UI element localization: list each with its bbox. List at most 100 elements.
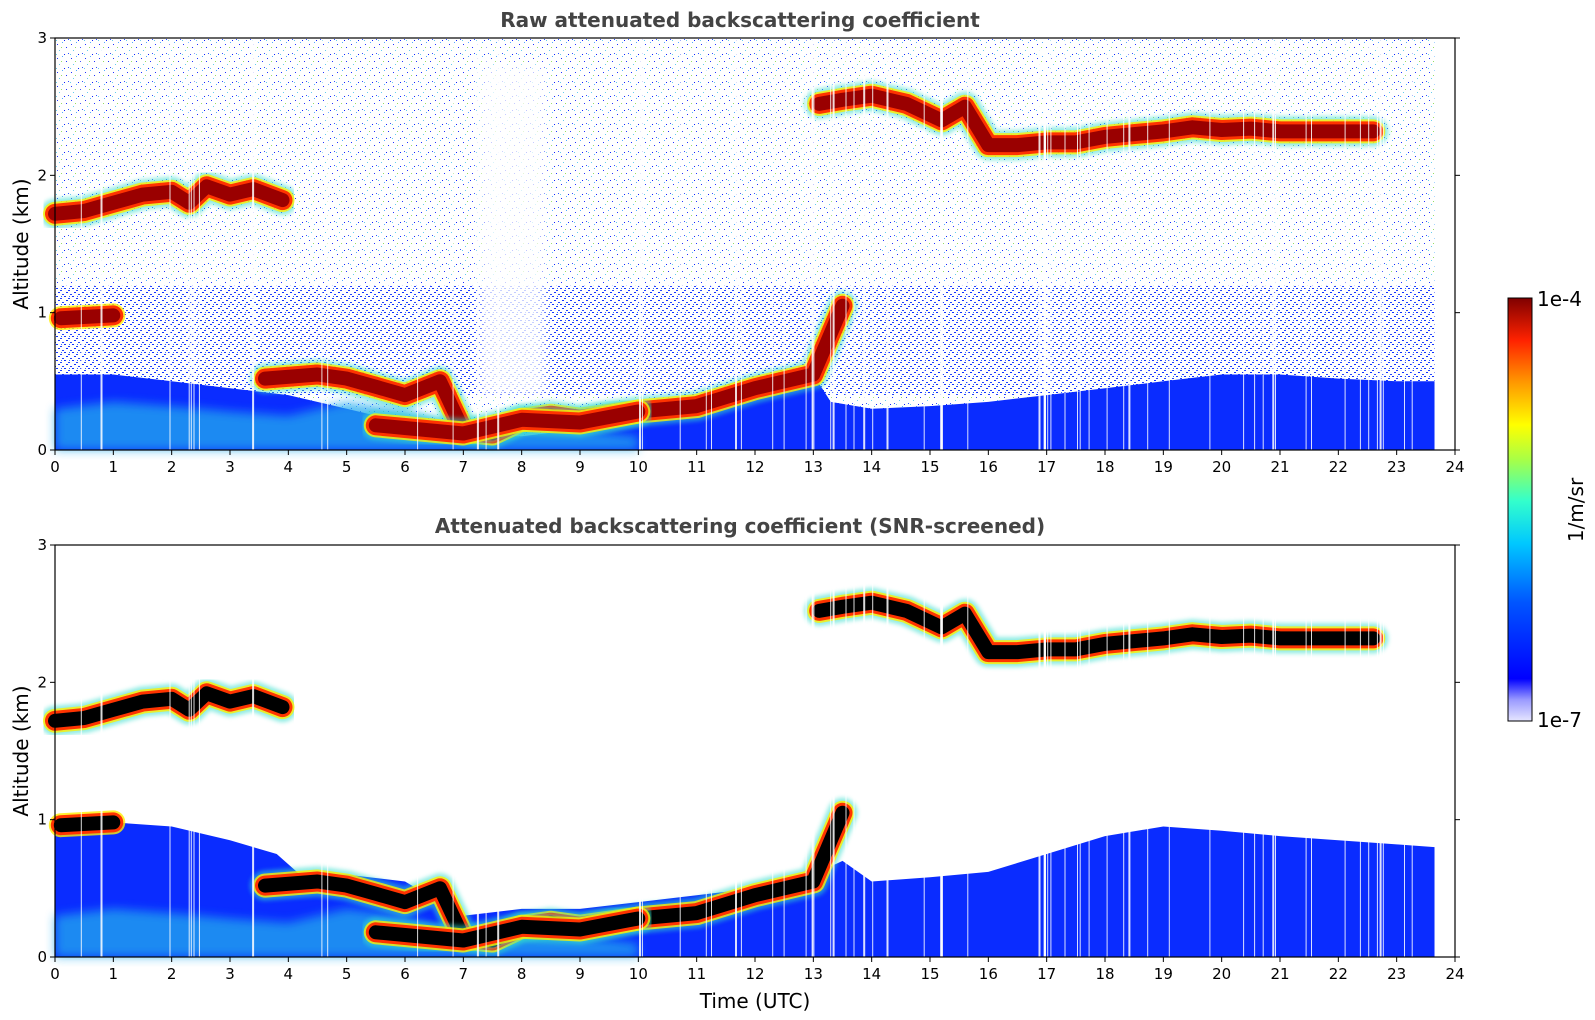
missing-profile-stripe	[740, 38, 742, 450]
missing-profile-stripe	[198, 38, 200, 450]
missing-profile-stripe	[188, 545, 190, 957]
missing-profile-stripe	[639, 545, 641, 957]
missing-profile-stripe	[711, 38, 712, 450]
x-tick-label: 23	[1387, 965, 1406, 983]
x-tick-label: 11	[687, 965, 706, 983]
missing-profile-stripe	[783, 545, 785, 957]
missing-profile-stripe	[1311, 38, 1312, 450]
missing-profile-stripe	[1379, 38, 1382, 450]
missing-profile-stripe	[1123, 38, 1125, 450]
y-tick-label: 2	[37, 166, 47, 184]
x-tick-label: 16	[979, 965, 998, 983]
missing-profile-stripe	[941, 545, 943, 957]
x-tick-label: 12	[745, 458, 764, 476]
x-axis-label: Time (UTC)	[699, 989, 811, 1013]
missing-profile-stripe	[198, 545, 200, 957]
panel-top-x-axis: 0 1 2 3 4 5 6 7 8 9 10 11 12 13 14 15 16 17 18 19 20 21 22 23 24	[50, 450, 1465, 476]
x-tick-label: 4	[284, 965, 294, 983]
missing-profile-stripe	[1050, 38, 1052, 450]
x-tick-label: 11	[687, 458, 706, 476]
missing-profile-stripe	[1411, 38, 1413, 450]
missing-profile-stripe	[190, 545, 192, 957]
missing-profile-stripe	[812, 38, 814, 450]
x-tick-label: 10	[629, 458, 648, 476]
missing-profile-stripe	[1088, 545, 1090, 957]
missing-profile-stripe	[805, 545, 807, 957]
missing-profile-stripe	[497, 545, 500, 957]
x-tick-label: 0	[50, 965, 60, 983]
missing-profile-stripe	[967, 38, 969, 450]
x-tick-label: 16	[979, 458, 998, 476]
y-tick-label: 1	[37, 811, 47, 829]
missing-profile-stripe	[863, 38, 866, 450]
y-tick-label: 1	[37, 304, 47, 322]
x-tick-label: 12	[745, 965, 764, 983]
missing-profile-stripe	[923, 38, 925, 450]
missing-profile-stripe	[639, 38, 641, 450]
x-tick-label: 3	[225, 458, 235, 476]
missing-profile-stripe	[735, 545, 737, 957]
missing-profile-stripe	[252, 545, 255, 957]
missing-profile-stripe	[1147, 38, 1149, 450]
clear-sky-gap	[480, 65, 545, 396]
missing-profile-stripe	[327, 38, 329, 450]
missing-profile-stripe	[476, 545, 479, 957]
missing-profile-stripe	[1047, 545, 1049, 957]
missing-profile-stripe	[1147, 545, 1149, 957]
x-tick-label: 18	[1095, 965, 1114, 983]
missing-profile-stripe	[169, 38, 171, 450]
missing-profile-stripe	[811, 545, 813, 957]
panel-bottom-y-axis: 0 1 2 3	[37, 536, 1460, 966]
layer-core-residual-layer	[368, 911, 646, 948]
missing-profile-stripe	[1106, 38, 1108, 450]
y-tick-label: 0	[37, 441, 47, 459]
missing-profile-stripe	[1123, 545, 1125, 957]
panel-bottom-title: Attenuated backscattering coefficient (S…	[435, 514, 1045, 538]
missing-profile-stripe	[853, 545, 855, 957]
missing-profile-stripe	[1368, 38, 1370, 450]
missing-profile-stripe	[1272, 38, 1275, 450]
colorbar-min-label: 1e-7	[1537, 708, 1582, 732]
missing-profile-stripe	[740, 545, 742, 957]
x-tick-label: 14	[862, 965, 881, 983]
missing-profile-stripe	[1106, 545, 1108, 957]
missing-profile-stripe	[941, 38, 943, 450]
x-tick-label: 3	[225, 965, 235, 983]
x-tick-label: 7	[459, 965, 469, 983]
missing-profile-stripe	[1243, 38, 1245, 450]
missing-profile-stripe	[485, 38, 487, 450]
layer-core-cloud-morning	[48, 179, 290, 221]
missing-profile-stripe	[872, 38, 874, 450]
x-tick-label: 1	[109, 458, 119, 476]
missing-profile-stripe	[1077, 545, 1078, 957]
missing-profile-stripe	[813, 38, 815, 450]
missing-profile-stripe	[193, 545, 195, 957]
panel-bottom-x-axis: 0 1 2 3 4 5 6 7 8 9 10 11 12 13 14 15 16 17 18 19 20 21 22 23 24	[50, 957, 1465, 983]
x-tick-label: 8	[517, 458, 527, 476]
missing-profile-stripe	[1382, 545, 1384, 957]
missing-profile-stripe	[783, 38, 785, 450]
x-tick-label: 19	[1154, 965, 1173, 983]
x-tick-label: 14	[862, 458, 881, 476]
missing-profile-stripe	[100, 38, 103, 450]
missing-profile-stripe	[1128, 545, 1131, 957]
x-tick-label: 15	[920, 965, 939, 983]
missing-profile-stripe	[863, 545, 866, 957]
panel-top-title: Raw attenuated backscattering coefficien…	[500, 8, 980, 32]
missing-profile-stripe	[735, 38, 737, 450]
missing-profile-stripe	[1376, 38, 1378, 450]
missing-profile-stripe	[169, 545, 171, 957]
missing-profile-stripe	[1272, 545, 1275, 957]
missing-profile-stripe	[321, 38, 323, 450]
x-tick-label: 13	[804, 458, 823, 476]
missing-profile-stripe	[679, 38, 681, 450]
y-tick-label: 2	[37, 673, 47, 691]
missing-profile-stripe	[1379, 545, 1382, 957]
missing-profile-stripe	[1209, 545, 1211, 957]
x-tick-label: 9	[575, 458, 585, 476]
missing-profile-stripe	[1376, 545, 1378, 957]
missing-profile-stripe	[1044, 545, 1046, 957]
x-tick-label: 22	[1329, 458, 1348, 476]
missing-profile-stripe	[705, 545, 707, 957]
panel-bottom-plot-area	[40, 545, 1455, 957]
